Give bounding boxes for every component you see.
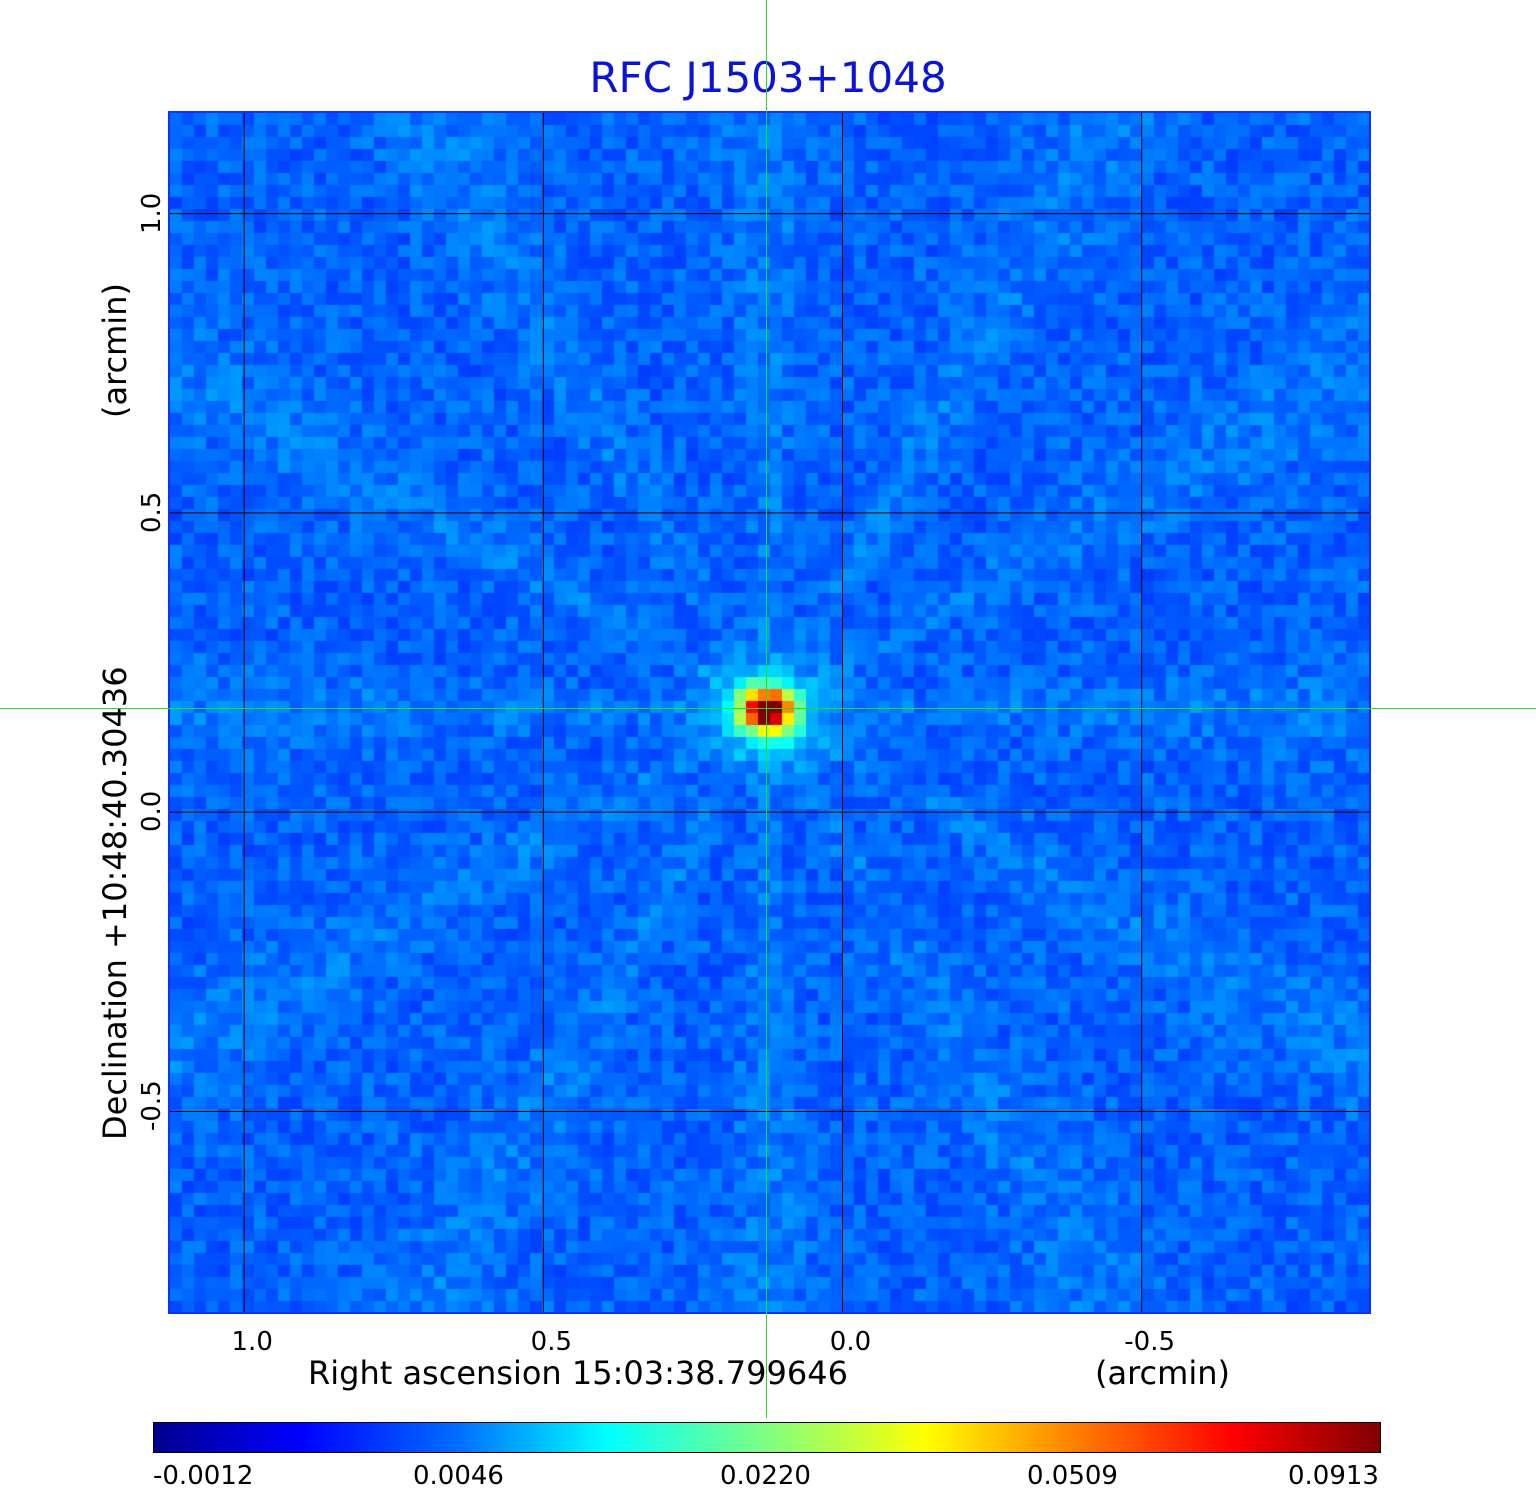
- y-axis-unit: (arcmin): [96, 283, 134, 418]
- x-tick-label: 0.5: [530, 1327, 573, 1357]
- crosshair-vertical: [766, 0, 767, 1418]
- x-tick-label: 0.0: [829, 1327, 872, 1357]
- colorbar-tick-label: -0.0012: [153, 1461, 254, 1491]
- y-tick-label: 0.0: [137, 790, 167, 833]
- y-tick-label: 0.5: [137, 491, 167, 533]
- y-tick-label: 1.0: [137, 192, 167, 234]
- colorbar: [153, 1422, 1381, 1453]
- colorbar-tick-label: 0.0220: [720, 1461, 811, 1491]
- x-tick-label: -0.5: [1124, 1327, 1176, 1357]
- x-axis-unit: (arcmin): [1095, 1354, 1230, 1392]
- crosshair-horizontal: [0, 708, 1536, 709]
- y-tick-label: -0.5: [137, 1080, 167, 1132]
- plot-area: [168, 111, 1371, 1314]
- colorbar-tick-label: 0.0046: [413, 1461, 504, 1491]
- x-axis-label: Right ascension 15:03:38.799646: [308, 1354, 848, 1392]
- colorbar-tick-label: 0.0509: [1027, 1461, 1118, 1491]
- x-tick-label: 1.0: [231, 1327, 273, 1357]
- y-axis-label: Declination +10:48:40.30436: [96, 666, 134, 1140]
- chart-title: RFC J1503+1048: [589, 53, 947, 102]
- grid-lines: [170, 113, 1369, 1312]
- colorbar-tick-label: 0.0913: [1288, 1461, 1379, 1491]
- intensity-map: [170, 113, 1369, 1312]
